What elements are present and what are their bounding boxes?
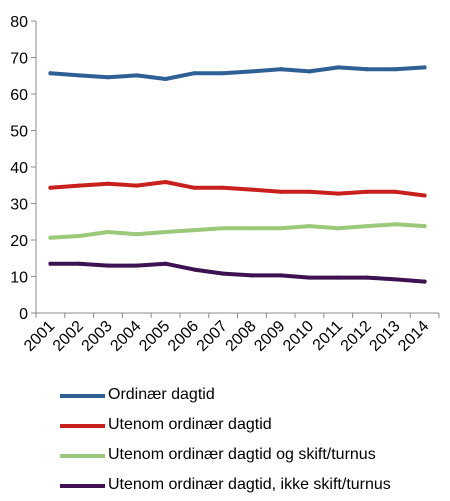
series-2-point [307,189,312,194]
series-3-point [134,232,139,237]
series-2-point [77,183,82,188]
x-tick-label: 2004 [107,318,144,355]
series-line-2 [48,180,427,198]
series-1-point [134,73,139,78]
series-1-point [221,71,226,76]
series-3-point [249,226,254,231]
series-4-point [249,273,254,278]
series-4-point [48,261,53,266]
series-4-point [192,267,197,272]
series-3-point [365,224,370,229]
x-tick-label: 2010 [280,318,317,355]
series-2-point [336,191,341,196]
y-tick-label: 10 [10,270,28,287]
series-3-point [336,226,341,231]
x-tick-label: 2003 [79,318,116,355]
series-2-point [192,185,197,190]
series-3-point [422,224,427,229]
series-1-point [336,65,341,70]
series-lines [48,65,427,284]
series-line-1 [48,65,427,81]
series-line-3 [48,222,427,240]
series-2-point [365,189,370,194]
legend-swatch-series-1 [60,394,105,398]
x-tick-label: 2012 [338,318,375,355]
series-1-point [163,77,168,82]
series-1-point [393,67,398,72]
series-2-point [105,181,110,186]
series-1-point [307,69,312,74]
series-4-point [134,263,139,268]
legend-swatch-series-4 [60,484,105,488]
series-4-point [77,261,82,266]
legend-label-series-3: Utenom ordinær dagtid og skift/turnus [108,446,376,463]
x-tick-label: 2002 [50,318,87,355]
series-2-point [163,179,168,184]
x-tick-label: 2006 [165,318,202,355]
series-1-point [365,67,370,72]
series-3-point [192,228,197,233]
legend-label-series-1: Ordinær dagtid [108,386,215,403]
series-3-point [393,222,398,227]
x-tick-label: 2009 [251,318,288,355]
x-tick-label: 2014 [395,318,432,355]
x-tick-label: 2001 [21,318,58,355]
series-4-point [365,275,370,280]
y-tick-label: 40 [10,160,28,177]
series-3-point [105,229,110,234]
y-tick-label: 70 [10,51,28,68]
series-4-point [336,275,341,280]
series-2-point [48,185,53,190]
y-tick-label: 80 [10,14,28,31]
series-2-point [221,185,226,190]
series-2-point [134,183,139,188]
series-4-point [278,273,283,278]
series-3-point [307,224,312,229]
series-1-point [48,71,53,76]
series-1-point [192,71,197,76]
x-tick-label: 2007 [194,318,231,355]
series-1-point [422,65,427,70]
y-tick-label: 50 [10,124,28,141]
series-3-point [163,229,168,234]
series-2-point [278,189,283,194]
series-3-point [77,233,82,238]
series-2-point [393,189,398,194]
legend-label-series-2: Utenom ordinær dagtid [108,416,272,433]
series-4-point [221,271,226,276]
y-tick-label: 0 [19,306,28,323]
y-tick-label: 30 [10,197,28,214]
legend-swatch-series-3 [60,454,105,458]
x-tick-label: 2005 [136,318,173,355]
series-1-point [249,69,254,74]
x-axis-ticks: 2001200220032004200520062007200820092010… [21,313,440,355]
y-tick-label: 20 [10,233,28,250]
series-1-point [105,75,110,80]
series-4-point [393,277,398,282]
series-2-point [422,193,427,198]
x-tick-label: 2011 [310,318,346,354]
series-4-point [422,279,427,284]
series-3-point [48,235,53,240]
series-3-point [221,226,226,231]
series-4-point [307,275,312,280]
series-line-4 [48,261,427,284]
y-axis-ticks: 0 10 20 30 40 50 60 70 80 [10,14,36,323]
legend-swatch-series-2 [60,424,105,428]
series-1-point [278,67,283,72]
legend-label-series-4: Utenom ordinær dagtid, ikke skift/turnus [108,476,391,493]
y-tick-label: 60 [10,87,28,104]
series-2-point [249,187,254,192]
series-4-point [163,261,168,266]
series-3-point [278,226,283,231]
series-4-point [105,263,110,268]
x-tick-label: 2013 [366,318,403,355]
x-tick-label: 2008 [223,318,260,355]
series-1-point [77,73,82,78]
